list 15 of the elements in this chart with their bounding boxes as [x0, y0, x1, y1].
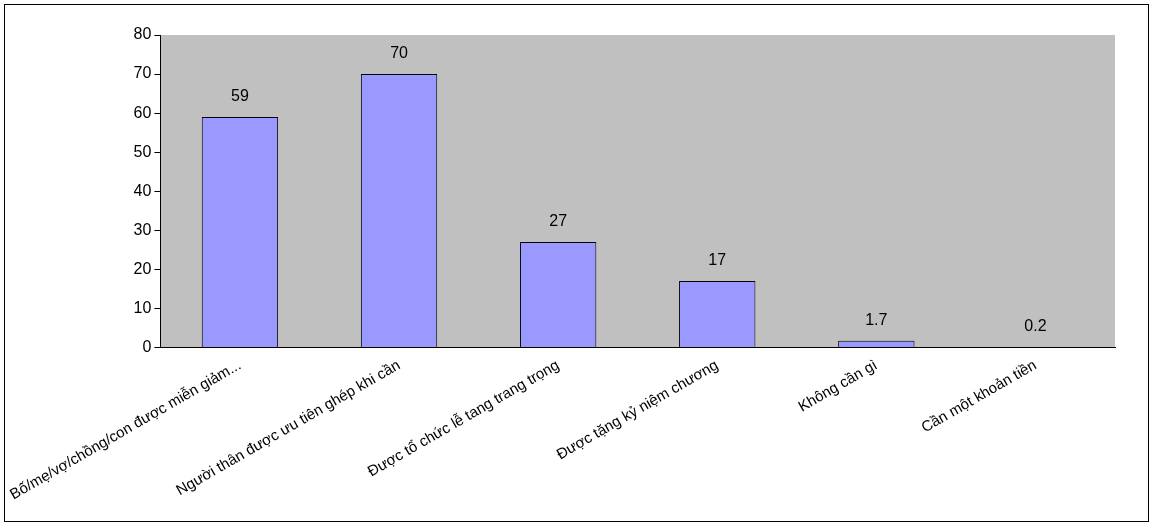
y-tick-label: 40 [133, 181, 152, 199]
y-tick-label: 10 [133, 298, 152, 316]
data-label: 1.7 [865, 311, 888, 329]
data-label: 70 [390, 44, 409, 62]
y-tick-label: 60 [133, 103, 152, 121]
data-label: 17 [708, 251, 727, 269]
y-tick-label: 30 [133, 220, 152, 238]
y-tick-label: 70 [133, 64, 152, 82]
y-tick-label: 20 [133, 259, 152, 277]
y-tick-label: 80 [133, 25, 152, 43]
data-label: 59 [231, 87, 249, 105]
y-tick-label: 0 [142, 337, 152, 355]
data-label: 27 [549, 212, 568, 230]
data-label: 0.2 [1024, 317, 1047, 335]
y-tick-label: 50 [133, 142, 152, 160]
